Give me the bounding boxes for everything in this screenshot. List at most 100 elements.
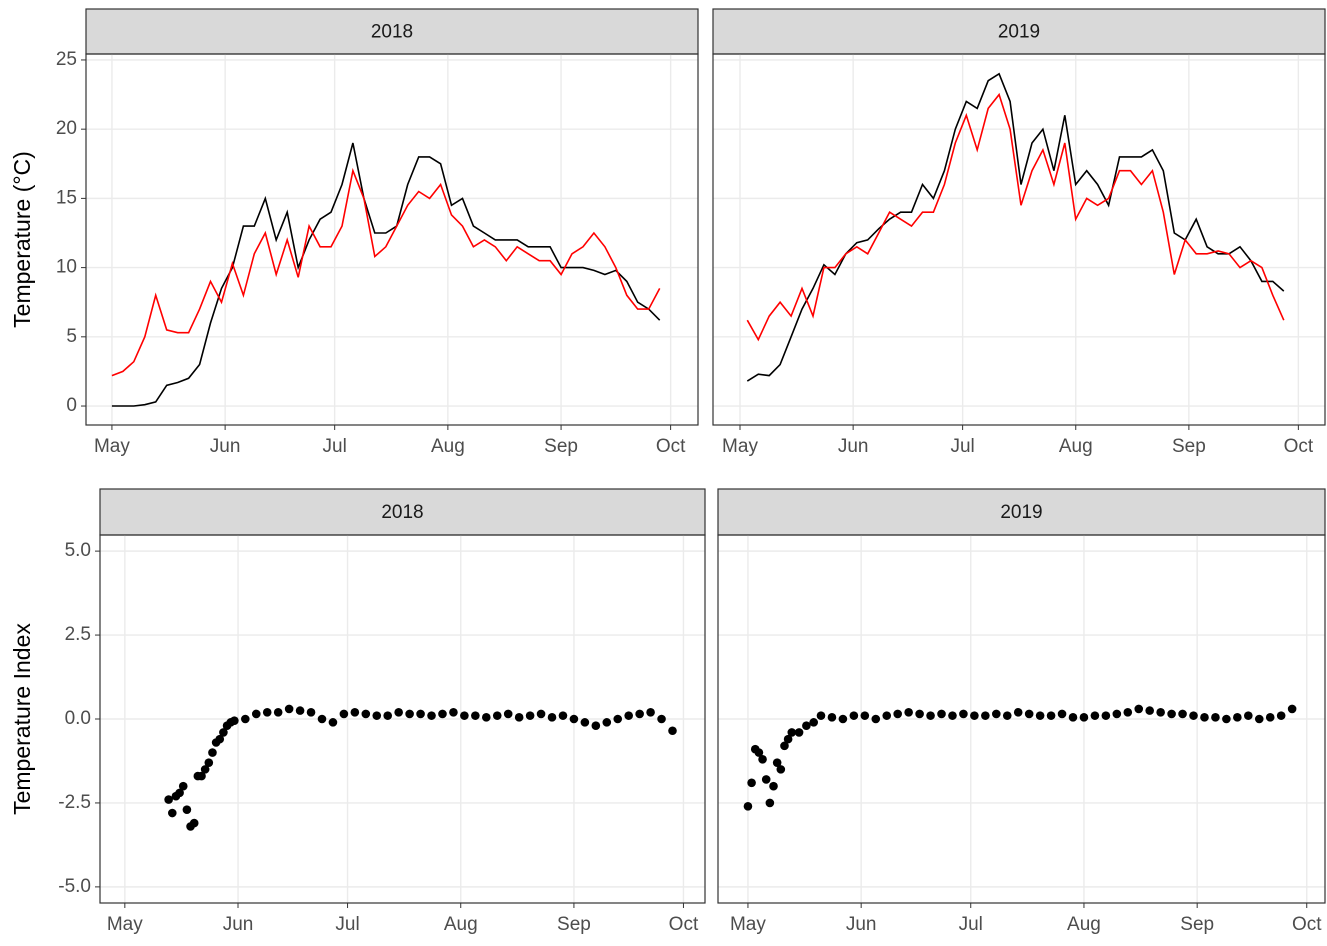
point: [871, 714, 881, 724]
y-tick-label: 2.5: [65, 624, 91, 645]
line: [111, 142, 661, 407]
point: [602, 718, 612, 727]
point: [1134, 704, 1144, 714]
strip: [99, 488, 706, 536]
y-tick-label: 5.0: [65, 540, 91, 561]
point: [1057, 709, 1067, 719]
x-tick-label: Sep: [544, 436, 578, 457]
x-tick-label: Aug: [1059, 436, 1093, 457]
point: [438, 709, 447, 719]
x-tick-label: Oct: [669, 914, 699, 935]
point: [328, 718, 338, 727]
line: [746, 72, 1285, 382]
y-tick-label: 15: [56, 187, 77, 208]
x-tick-label: Jul: [335, 914, 359, 935]
point: [1200, 713, 1209, 722]
x-tick-label: May: [94, 436, 130, 457]
point: [893, 709, 902, 719]
panel-border: [712, 53, 1326, 426]
point: [860, 711, 870, 720]
strip-title: 2019: [998, 22, 1040, 43]
point: [926, 711, 935, 720]
point: [1035, 711, 1045, 720]
point: [827, 713, 837, 722]
point: [991, 709, 1001, 719]
point: [1145, 706, 1154, 715]
point: [164, 795, 173, 804]
point: [780, 741, 789, 751]
point: [849, 711, 859, 720]
y-tick-label: 0: [66, 395, 77, 416]
point: [772, 758, 782, 767]
point: [1178, 709, 1187, 719]
point: [743, 801, 753, 811]
point: [460, 711, 469, 720]
point: [1079, 713, 1089, 722]
point: [1123, 707, 1133, 717]
y-tick-label: -2.5: [58, 792, 91, 813]
y-tick-label: 20: [56, 118, 77, 139]
point: [776, 765, 786, 774]
point: [809, 718, 818, 727]
point: [569, 714, 579, 724]
point: [182, 805, 192, 814]
point: [1265, 713, 1275, 722]
strip: [717, 488, 1326, 536]
x-tick-label: Sep: [1172, 436, 1206, 457]
point: [383, 711, 393, 720]
point: [197, 771, 206, 781]
point: [1233, 713, 1242, 722]
point: [882, 711, 892, 720]
point: [178, 781, 188, 791]
strip: [712, 8, 1326, 55]
point: [1189, 711, 1198, 720]
point: [1068, 713, 1078, 722]
point: [251, 709, 261, 719]
y-tick-label: 10: [56, 257, 77, 278]
point: [937, 709, 946, 719]
point: [200, 765, 210, 774]
point: [1211, 713, 1220, 722]
point: [646, 707, 655, 717]
point: [219, 728, 228, 737]
point: [262, 707, 272, 717]
point: [1002, 711, 1012, 720]
point: [838, 714, 848, 724]
point: [394, 707, 403, 717]
point: [416, 709, 425, 719]
point: [317, 714, 327, 724]
point: [514, 713, 524, 722]
point: [794, 728, 804, 737]
point: [761, 775, 771, 784]
point: [295, 706, 305, 715]
strip-title: 2019: [1000, 502, 1042, 523]
strip-title: 2018: [371, 22, 413, 43]
point: [613, 714, 623, 724]
point: [580, 718, 590, 727]
point: [361, 709, 371, 719]
point: [1101, 711, 1111, 720]
point: [1090, 711, 1100, 720]
point: [503, 709, 513, 719]
x-tick-label: Aug: [1067, 914, 1101, 935]
point: [339, 709, 349, 719]
point: [591, 721, 601, 731]
point: [668, 726, 677, 736]
point: [624, 711, 633, 720]
point: [547, 713, 557, 722]
point: [754, 748, 764, 757]
point: [449, 707, 458, 717]
point: [558, 711, 568, 720]
point: [175, 788, 184, 798]
panel-border: [99, 534, 706, 904]
point: [816, 711, 826, 720]
x-tick-label: Aug: [431, 436, 465, 457]
point: [427, 711, 436, 720]
x-tick-label: Sep: [1180, 914, 1214, 935]
point: [1013, 707, 1023, 717]
y-axis-title: Temperature (°C): [9, 151, 35, 328]
point: [783, 734, 793, 744]
point: [635, 709, 644, 719]
line: [111, 167, 661, 377]
